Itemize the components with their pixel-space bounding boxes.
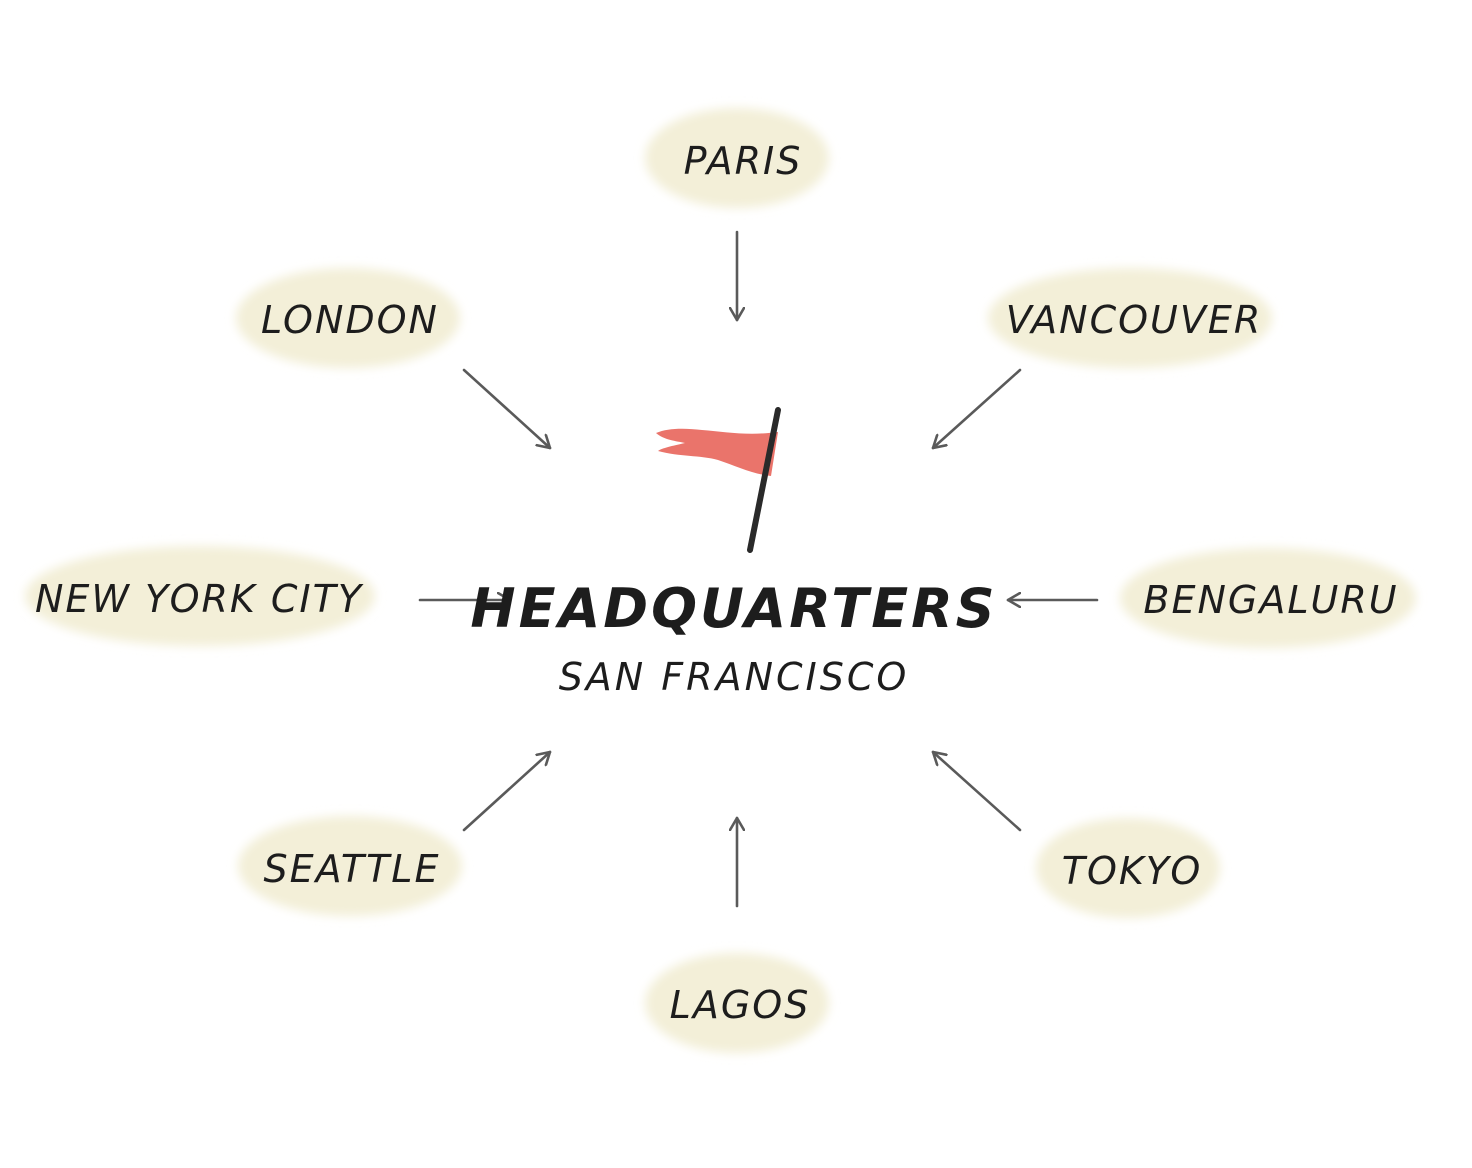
flag-cloth xyxy=(656,428,778,476)
city-node-new-york-city: NEW YORK CITY xyxy=(25,546,375,646)
city-label-vancouver: VANCOUVER xyxy=(1006,298,1263,342)
city-blob xyxy=(645,953,829,1053)
hub-title: HEADQUARTERS xyxy=(470,577,997,640)
city-blob xyxy=(988,268,1272,368)
hub-node: HEADQUARTERS SAN FRANCISCO xyxy=(470,407,997,699)
city-blob xyxy=(25,546,375,646)
city-blob xyxy=(1120,548,1416,648)
arrow-vancouver-to-hub xyxy=(931,368,1022,450)
city-blob xyxy=(236,268,460,368)
city-label-tokyo: TOKYO xyxy=(1062,849,1203,893)
arrow-tokyo-to-hub xyxy=(931,750,1022,832)
city-node-vancouver: VANCOUVER xyxy=(988,268,1272,368)
city-node-paris: PARIS xyxy=(645,108,829,208)
city-label-seattle: SEATTLE xyxy=(264,847,441,891)
city-label-lagos: LAGOS xyxy=(670,983,811,1027)
city-label-bengaluru: BENGALURU xyxy=(1143,578,1398,622)
city-node-seattle: SEATTLE xyxy=(238,816,462,916)
city-blob xyxy=(238,816,462,916)
city-node-bengaluru: BENGALURU xyxy=(1120,548,1416,648)
hub-subtitle: SAN FRANCISCO xyxy=(559,655,910,699)
city-blob xyxy=(1036,818,1220,918)
city-label-london: LONDON xyxy=(261,298,439,342)
city-node-london: LONDON xyxy=(236,268,460,368)
city-blob xyxy=(645,108,829,208)
arrows-layer xyxy=(418,230,1099,908)
flag-pole xyxy=(747,407,781,553)
city-nodes: PARIS VANCOUVER BENGALURU TOKYO LAGOS SEATTLE… xyxy=(25,108,1416,1053)
city-label-new-york-city: NEW YORK CITY xyxy=(35,577,364,621)
city-node-lagos: LAGOS xyxy=(645,953,829,1053)
city-node-tokyo: TOKYO xyxy=(1036,818,1220,918)
flag-icon xyxy=(656,407,781,553)
arrow-seattle-to-hub xyxy=(462,750,552,832)
arrow-london-to-hub xyxy=(462,368,552,450)
city-label-paris: PARIS xyxy=(684,139,803,183)
